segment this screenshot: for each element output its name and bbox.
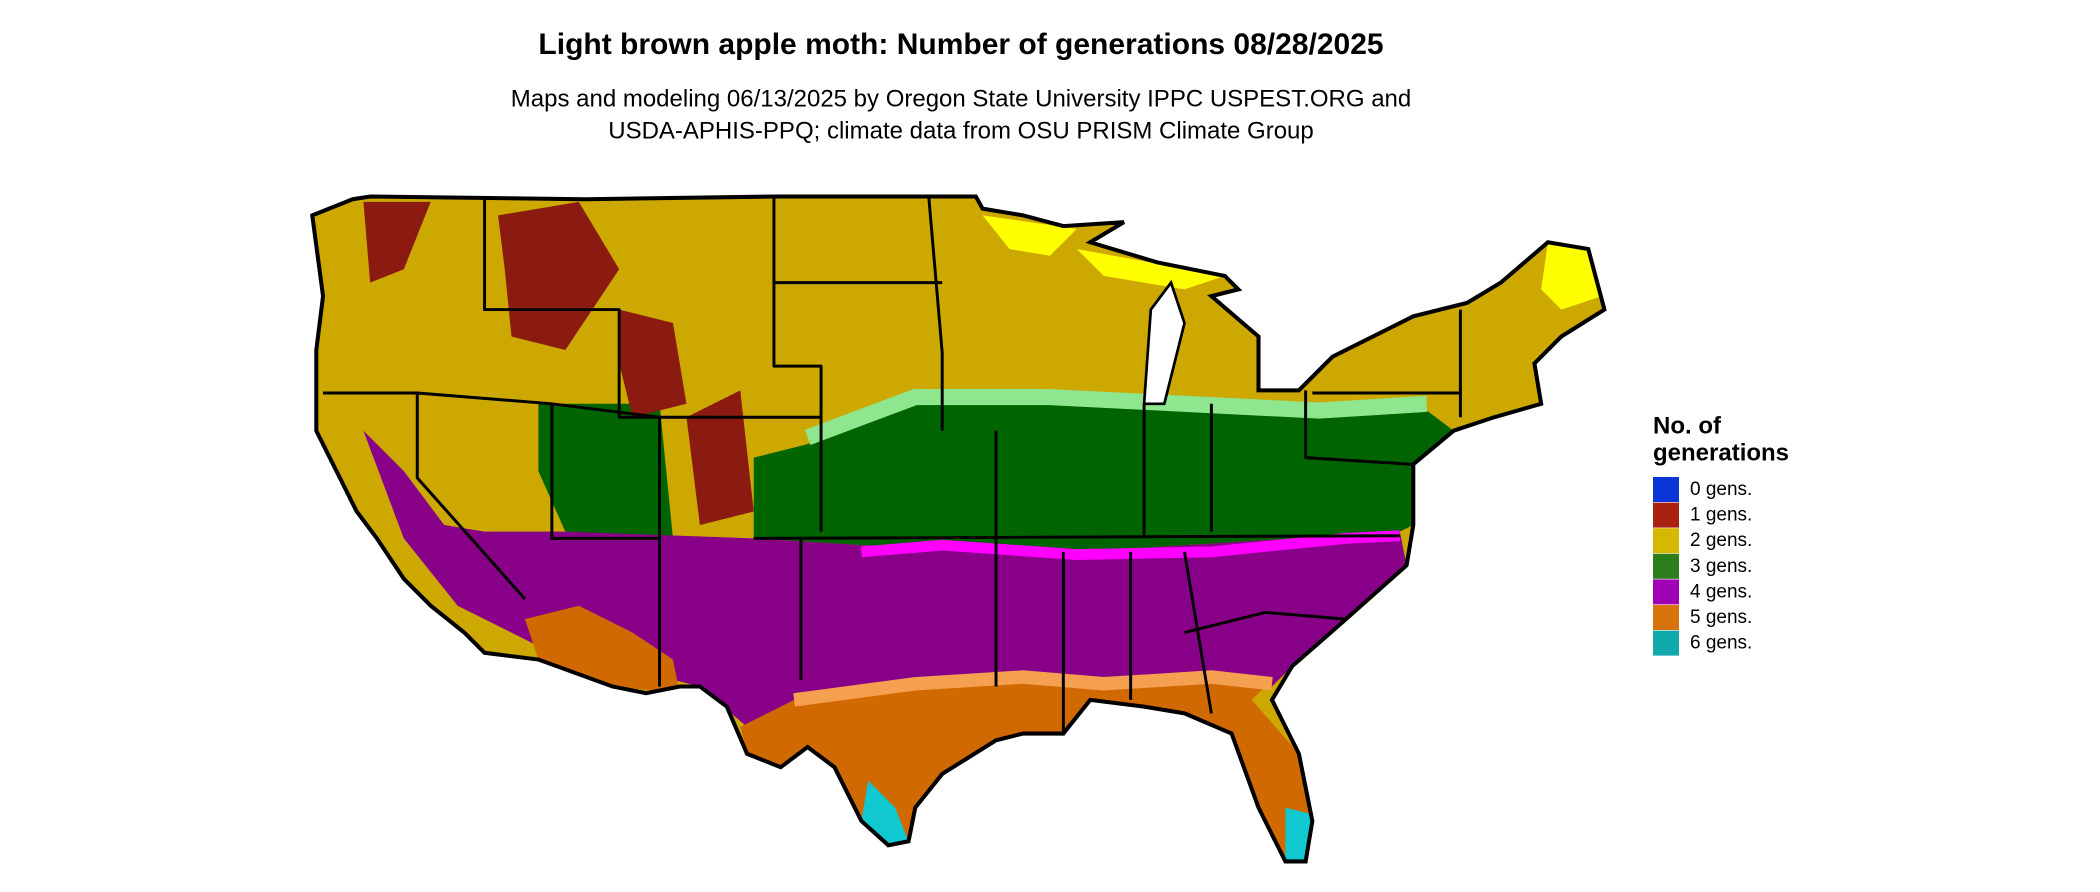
zone-1 xyxy=(686,390,754,525)
zone-6 xyxy=(1285,807,1313,862)
zone-1 xyxy=(619,309,687,418)
zone-1 xyxy=(498,201,620,350)
zone-1 xyxy=(363,201,431,283)
legend-title: generations xyxy=(1653,439,1789,466)
legend-swatch xyxy=(1653,579,1679,605)
zone-3-fringe xyxy=(804,388,1428,446)
zone-4-fringe xyxy=(860,530,1401,560)
legend-label: 2 gens. xyxy=(1690,530,1752,551)
zone-5 xyxy=(524,605,680,694)
legend-label: 4 gens. xyxy=(1690,581,1752,602)
map-fill xyxy=(312,196,1605,862)
legend-label: 5 gens. xyxy=(1690,607,1752,628)
state-lines xyxy=(323,196,1462,734)
legend-swatch xyxy=(1653,605,1679,630)
zone-3 xyxy=(753,403,1454,552)
lake-michigan xyxy=(1142,279,1186,406)
legend-swatch xyxy=(1653,477,1679,502)
legend-swatch xyxy=(1653,528,1679,554)
legend-swatch xyxy=(1653,553,1679,579)
us-map xyxy=(269,175,1642,888)
legend-label: 6 gens. xyxy=(1690,633,1752,654)
zone-3 xyxy=(538,403,673,539)
legend-title: No. of xyxy=(1653,412,1722,439)
yellow-patch xyxy=(1541,242,1602,310)
legend-swatch xyxy=(1653,502,1679,528)
legend-label: 3 gens. xyxy=(1690,556,1752,577)
yellow-patch xyxy=(1076,249,1225,290)
legend-swatch xyxy=(1653,630,1679,656)
legend-label: 1 gens. xyxy=(1690,505,1752,526)
subtitle: Maps and modeling 06/13/2025 by Oregon S… xyxy=(511,85,1411,112)
subtitle: USDA-APHIS-PPQ; climate data from OSU PR… xyxy=(608,117,1314,144)
legend-label: 0 gens. xyxy=(1690,479,1752,500)
title: Light brown apple moth: Number of genera… xyxy=(538,28,1383,61)
legend: 0 gens. 1 gens. 2 gens. 3 gens. 4 gens. 5 gen… xyxy=(1653,477,1752,656)
